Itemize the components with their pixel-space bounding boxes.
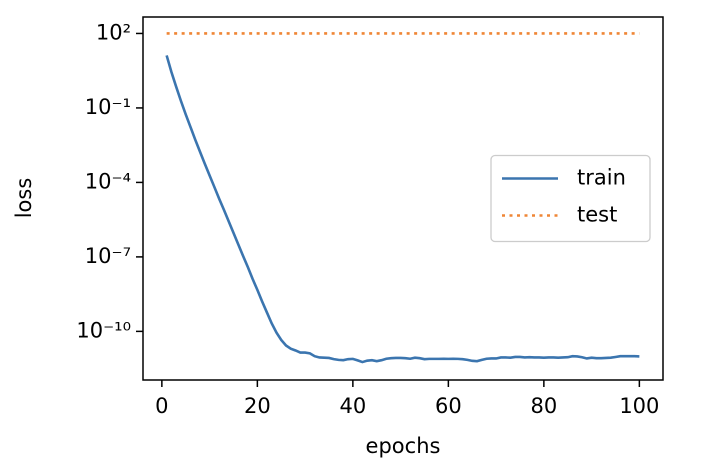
- legend-box: [490, 154, 651, 243]
- y-tick-label: 10²: [96, 20, 131, 44]
- line-train: [165, 55, 640, 364]
- plot-frame: [142, 16, 664, 381]
- y-tick-label: 10⁻¹⁰: [76, 318, 131, 342]
- x-tick-label: 80: [530, 394, 557, 418]
- x-axis-label: epochs: [366, 434, 441, 458]
- y-axis-label: loss: [12, 178, 36, 219]
- legend-label: test: [577, 203, 617, 227]
- y-tick-label: 10⁻⁷: [85, 244, 131, 268]
- x-tick-label: 100: [619, 394, 659, 418]
- x-tick-label: 20: [244, 394, 271, 418]
- legend-label: train: [577, 166, 626, 190]
- x-tick-label: 0: [155, 394, 168, 418]
- x-tick-label: 60: [435, 394, 462, 418]
- x-tick-label: 40: [339, 394, 366, 418]
- y-tick-label: 10⁻¹: [85, 95, 131, 119]
- y-tick-label: 10⁻⁴: [85, 169, 131, 193]
